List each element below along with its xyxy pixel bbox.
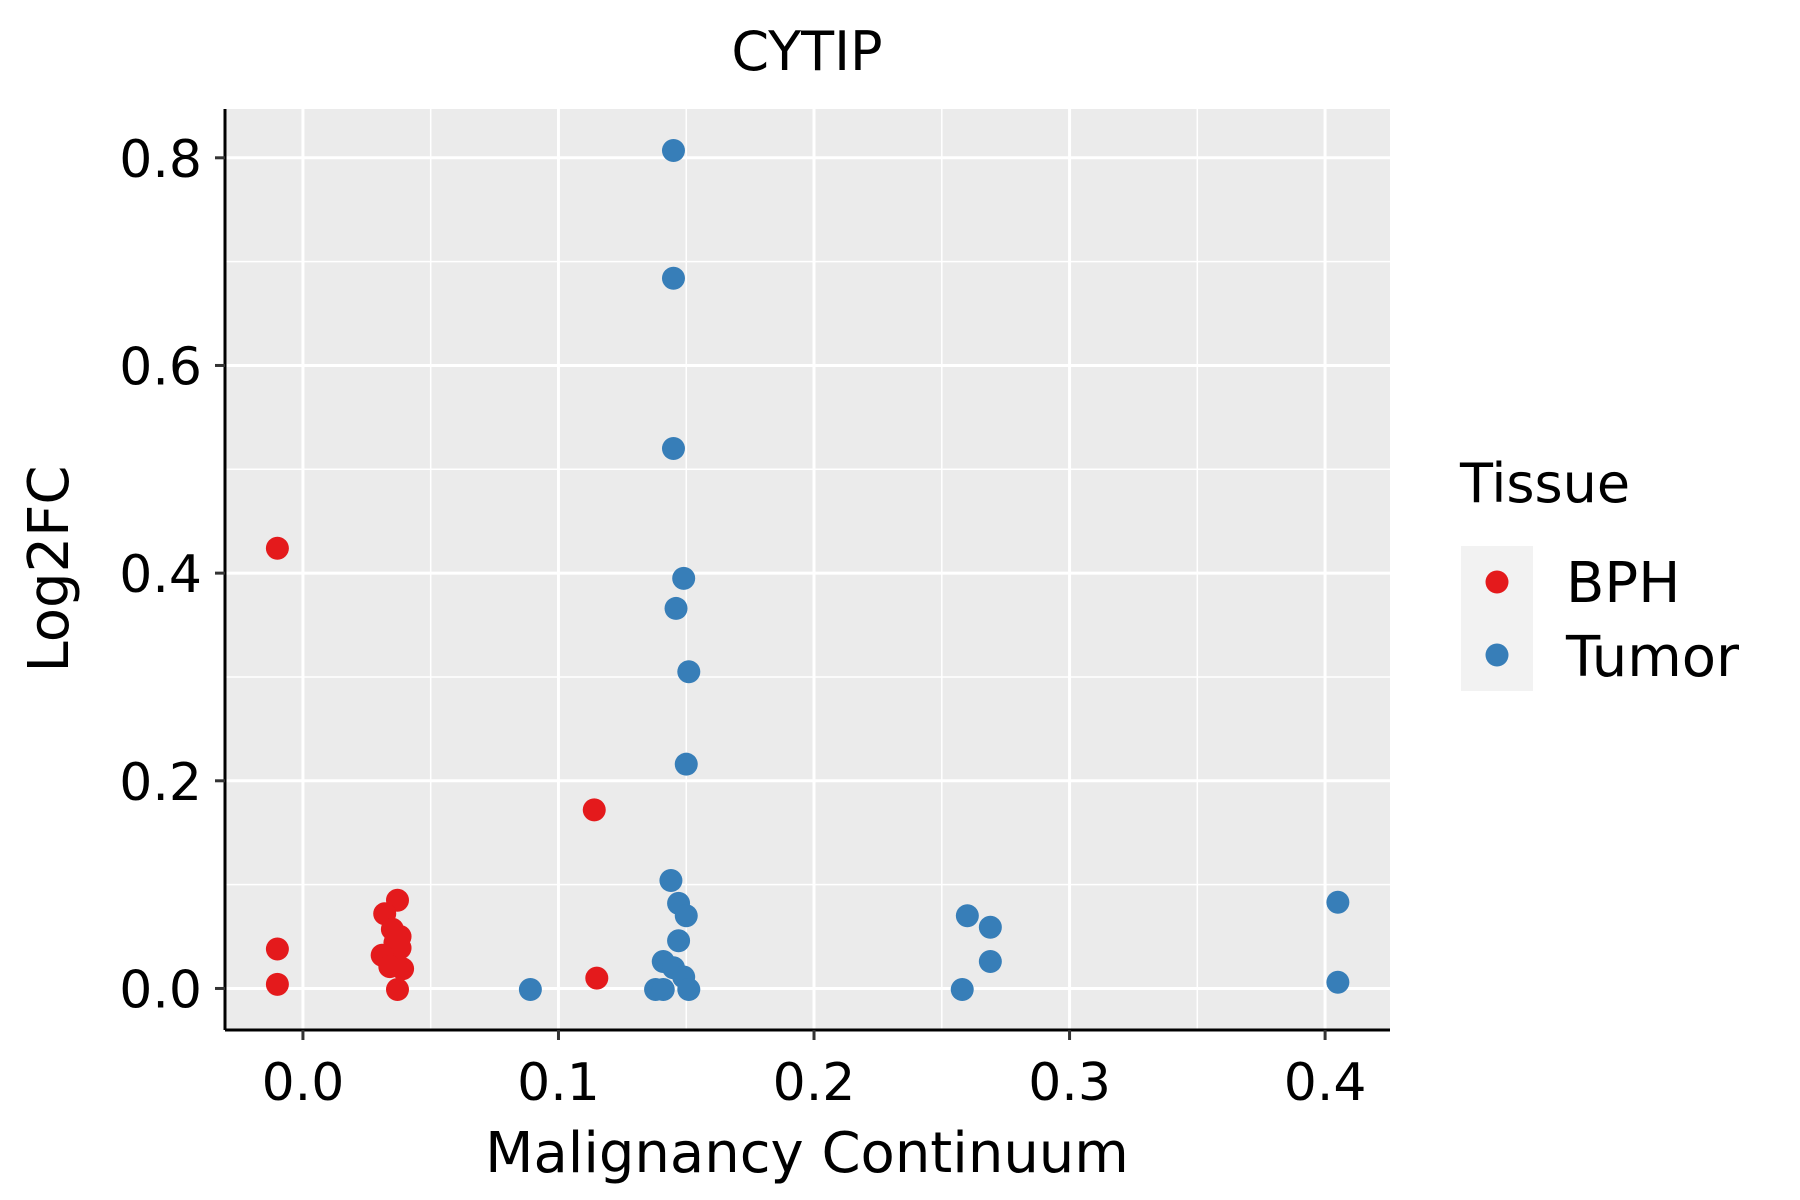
legend-key-bph xyxy=(1485,570,1509,594)
data-point-tumor xyxy=(978,915,1002,939)
legend-label-bph: BPH xyxy=(1566,551,1680,616)
data-point-tumor xyxy=(651,978,675,1002)
legend-title: Tissue xyxy=(1459,452,1630,515)
data-point-tumor xyxy=(674,752,698,776)
data-points xyxy=(265,139,1350,1002)
data-point-tumor xyxy=(950,978,974,1002)
y-tick-label: 0.8 xyxy=(119,130,202,190)
legend-key-tumor xyxy=(1485,643,1509,667)
data-point-tumor xyxy=(677,978,701,1002)
data-point-tumor xyxy=(661,139,685,163)
grid-lines xyxy=(225,109,1390,1030)
data-point-bph xyxy=(582,798,606,822)
legend-key-background xyxy=(1461,546,1533,691)
data-point-bph xyxy=(265,937,289,961)
x-axis-title: Malignancy Continuum xyxy=(485,1121,1129,1186)
data-point-tumor xyxy=(659,868,683,892)
data-point-tumor xyxy=(1326,970,1350,994)
y-tick-label: 0.2 xyxy=(119,753,202,813)
data-point-tumor xyxy=(667,929,691,953)
data-point-tumor xyxy=(955,904,979,928)
chart-title: CYTIP xyxy=(731,20,882,83)
legend: Tissue BPH Tumor xyxy=(1459,452,1740,691)
x-tick-label: 0.2 xyxy=(773,1053,856,1113)
y-tick-label: 0.4 xyxy=(119,545,202,605)
y-axis-title: Log2FC xyxy=(17,466,82,673)
data-point-bph xyxy=(388,936,412,960)
plot-panel xyxy=(225,109,1390,1030)
data-point-tumor xyxy=(674,904,698,928)
data-point-tumor xyxy=(664,596,688,620)
data-point-bph xyxy=(391,957,415,981)
data-point-tumor xyxy=(677,660,701,684)
y-tick-label: 0.0 xyxy=(119,960,202,1020)
data-point-bph xyxy=(385,978,409,1002)
data-point-tumor xyxy=(672,566,696,590)
legend-label-tumor: Tumor xyxy=(1565,625,1740,690)
data-point-bph xyxy=(265,972,289,996)
x-tick-label: 0.4 xyxy=(1284,1053,1367,1113)
data-point-tumor xyxy=(518,978,542,1002)
x-tick-label: 0.3 xyxy=(1028,1053,1111,1113)
data-point-bph xyxy=(585,966,609,990)
data-point-tumor xyxy=(1326,890,1350,914)
data-point-tumor xyxy=(661,266,685,290)
y-tick-label: 0.6 xyxy=(119,337,202,397)
axis-ticks: 0.0 0.1 0.2 0.3 0.4 0.0 0.2 0.4 0.6 0.8 xyxy=(119,130,1366,1113)
data-point-tumor xyxy=(661,437,685,461)
data-point-bph xyxy=(265,536,289,560)
data-point-tumor xyxy=(978,949,1002,973)
x-tick-label: 0.1 xyxy=(517,1053,600,1113)
x-tick-label: 0.0 xyxy=(262,1053,345,1113)
